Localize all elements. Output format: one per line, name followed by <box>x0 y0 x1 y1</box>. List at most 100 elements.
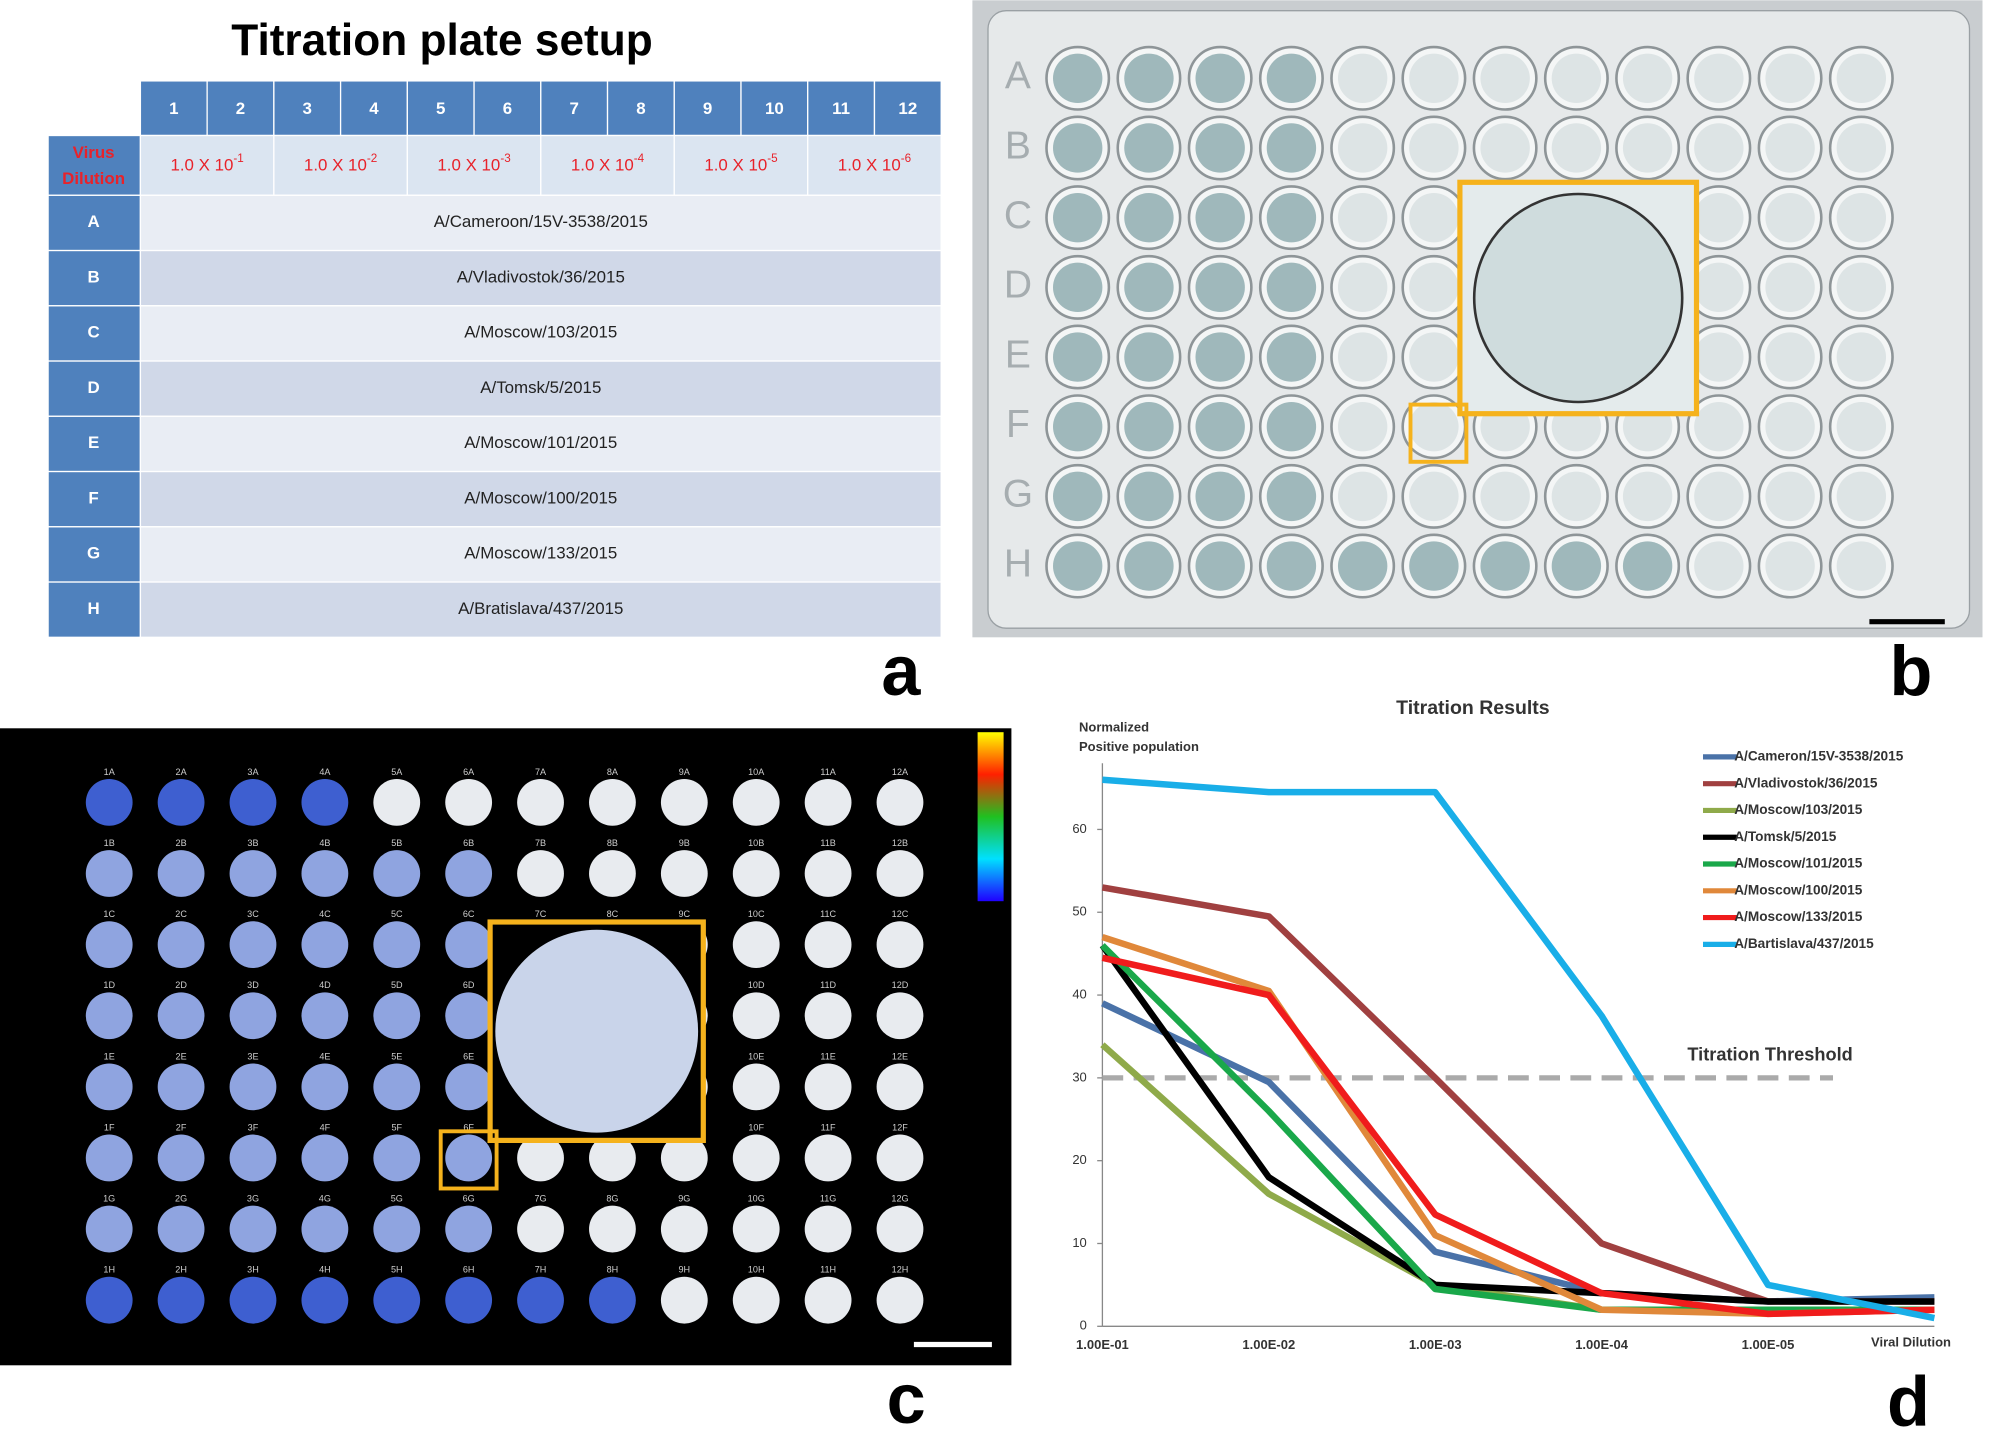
well-label: 12H <box>892 1265 909 1275</box>
well <box>660 779 708 826</box>
column-number: 7 <box>569 99 578 118</box>
y-tick-label: 60 <box>1072 821 1086 836</box>
header-cell <box>540 80 609 137</box>
well-label: 1A <box>104 767 116 777</box>
well-label: 11E <box>820 1051 835 1061</box>
panel-label: c <box>887 1359 926 1438</box>
well-label: 5G <box>391 1194 403 1204</box>
row-cell <box>139 249 942 307</box>
well-content <box>1765 471 1815 522</box>
well-label: 9B <box>679 838 690 848</box>
well-content <box>1551 471 1602 522</box>
well-label: 8C <box>607 909 619 919</box>
well-content <box>1765 402 1815 452</box>
well-label: 7H <box>535 1265 547 1275</box>
row-cell <box>139 526 942 583</box>
well <box>301 992 349 1040</box>
well <box>732 1134 780 1182</box>
well <box>660 1276 708 1324</box>
well <box>804 779 852 826</box>
well-label: 2H <box>175 1265 187 1275</box>
well <box>876 921 924 969</box>
row-cell <box>139 360 942 417</box>
y-tick-label: 50 <box>1072 904 1086 919</box>
row-letter: B <box>1005 124 1031 167</box>
well-label: 9G <box>678 1194 690 1204</box>
column-number: 9 <box>703 99 712 118</box>
row-letter: B <box>87 267 99 286</box>
well <box>373 1063 421 1111</box>
well <box>157 850 205 897</box>
well-label: 1D <box>103 980 115 990</box>
dilution: 1.0 X 10-2 <box>304 152 377 175</box>
well <box>589 850 636 897</box>
well-label: 10D <box>748 980 765 990</box>
well-label: 7A <box>535 767 547 777</box>
well <box>85 1276 133 1324</box>
well-label: 11G <box>820 1194 836 1204</box>
well-content <box>1622 123 1673 173</box>
well <box>517 779 564 826</box>
row-letter: D <box>87 378 99 397</box>
well-label: 2A <box>176 767 188 777</box>
well <box>445 1205 493 1253</box>
well <box>517 1205 564 1253</box>
well <box>732 1205 780 1253</box>
well-content <box>1551 541 1602 591</box>
well-label: 11D <box>820 980 836 990</box>
well <box>157 992 205 1040</box>
well <box>445 921 493 969</box>
well-label: 8B <box>607 838 618 848</box>
well-label: 5E <box>391 1051 402 1061</box>
well-content <box>1622 471 1673 522</box>
well-label: 6A <box>463 767 475 777</box>
row-header <box>47 305 142 362</box>
well-label: 5F <box>391 1122 402 1132</box>
header-cell <box>673 80 742 137</box>
well-content <box>1622 53 1673 103</box>
well-content <box>1124 402 1174 452</box>
legend-label: A/Moscow/100/2015 <box>1734 882 1863 897</box>
well <box>732 779 780 826</box>
well-content <box>1053 541 1103 591</box>
well <box>589 1276 636 1324</box>
well <box>85 1205 133 1253</box>
y-axis-label: Positive population <box>1079 739 1199 754</box>
legend-label: A/Tomsk/5/2015 <box>1734 829 1837 844</box>
well <box>229 1134 277 1182</box>
well <box>876 992 924 1040</box>
well-label: 12D <box>892 980 909 990</box>
well-content <box>1765 123 1815 173</box>
well <box>373 850 421 897</box>
well-label: 5A <box>391 767 403 777</box>
well-content <box>1053 192 1103 243</box>
row-letter: A <box>1005 55 1031 98</box>
well <box>804 850 852 897</box>
well-content <box>1694 53 1744 103</box>
well <box>301 850 349 897</box>
header-cell <box>339 80 408 137</box>
dilution-exponent: -4 <box>634 152 645 165</box>
well-content <box>1124 123 1174 173</box>
strain-name: A/Moscow/100/2015 <box>464 488 617 507</box>
well-label: 4E <box>319 1051 330 1061</box>
well-label: 2G <box>175 1194 187 1204</box>
well-content <box>1266 262 1317 313</box>
header-cell <box>740 80 809 137</box>
well <box>517 850 564 897</box>
well-label: 7C <box>535 909 547 919</box>
well-label: 8H <box>607 1265 619 1275</box>
dilution: 1.0 X 10-4 <box>571 152 645 175</box>
well-label: 4G <box>319 1194 331 1204</box>
row-cell <box>139 415 942 473</box>
well-label: 12A <box>892 767 909 777</box>
well-content <box>1836 402 1887 452</box>
dilution-cell <box>540 134 675 196</box>
y-axis-label: Normalized <box>1079 720 1149 735</box>
series-line <box>1099 943 1935 1305</box>
well-content <box>1551 53 1602 103</box>
well-label: 1E <box>104 1051 115 1061</box>
well-label: 7B <box>535 838 546 848</box>
well-label: 10H <box>748 1265 765 1275</box>
